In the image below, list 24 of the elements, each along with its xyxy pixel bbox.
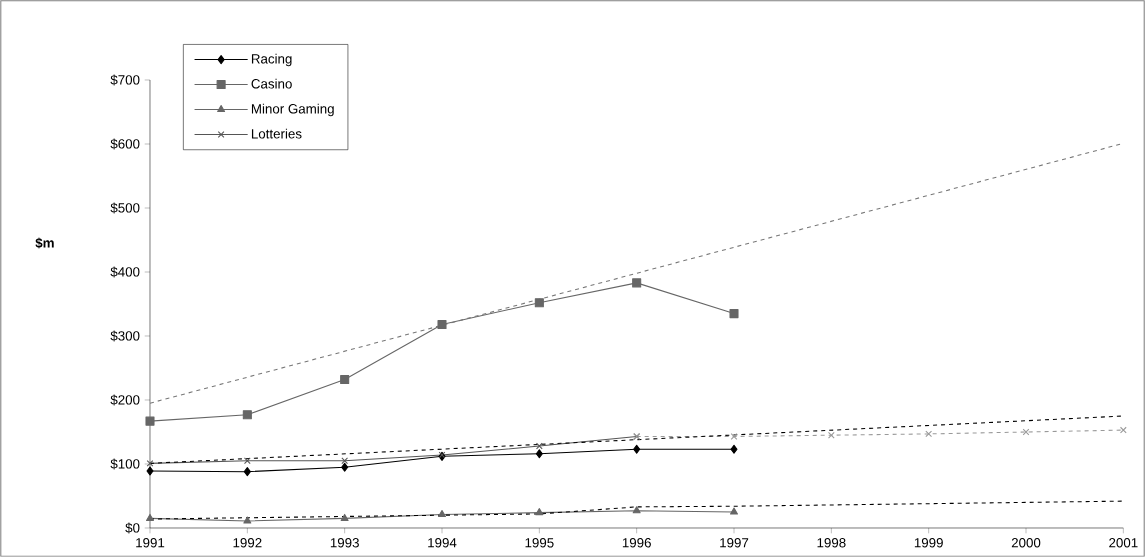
legend-label: Casino (251, 78, 292, 89)
legend-label: Lotteries (251, 128, 302, 139)
x-tick-label: 2001 (1109, 538, 1138, 548)
y-tick-label: $500 (110, 202, 140, 214)
legend-label: Minor Gaming (251, 103, 334, 117)
y-tick-label: $0 (125, 522, 140, 534)
y-tick-label: $400 (110, 266, 140, 278)
y-tick-label: $200 (110, 394, 140, 406)
y-axis-title: $m (35, 237, 54, 249)
x-tick-label: 1996 (622, 538, 651, 548)
x-tick-label: 2000 (1011, 538, 1041, 548)
x-tick-label: 1995 (525, 538, 554, 548)
x-tick-label: 1992 (233, 538, 262, 548)
y-tick-label: $300 (110, 330, 140, 342)
x-tick-label: 1999 (914, 538, 943, 548)
x-tick-label: 1994 (428, 538, 457, 548)
y-tick-label: $700 (110, 74, 140, 86)
x-tick-label: 1998 (817, 538, 846, 548)
x-tick-label: 1993 (330, 538, 359, 548)
y-tick-label: $100 (110, 458, 140, 470)
y-tick-label: $600 (110, 138, 140, 150)
legend-label: Racing (251, 53, 292, 67)
x-tick-label: 1991 (136, 538, 165, 548)
x-tick-label: 1997 (720, 538, 749, 548)
